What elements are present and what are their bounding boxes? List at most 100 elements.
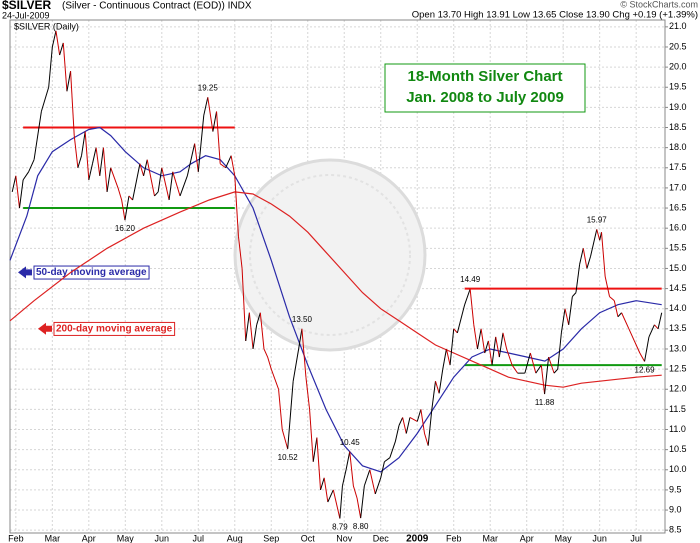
legend-arrow (18, 266, 32, 279)
price-segment (524, 352, 531, 374)
price-segment (102, 147, 108, 192)
y-tick-label: 16.0 (669, 223, 687, 233)
price-segment (157, 167, 163, 193)
price-segment (248, 312, 254, 350)
price-segment (575, 264, 581, 293)
price-segment (305, 377, 311, 410)
y-tick-label: 18.5 (669, 122, 687, 132)
price-segment (327, 489, 334, 503)
legend-label: 50-day moving average (36, 267, 147, 278)
price-segment (453, 328, 458, 334)
price-segment (339, 485, 343, 519)
price-segment (237, 236, 243, 269)
price-segment (278, 389, 283, 430)
x-tick-label: Oct (301, 533, 316, 543)
price-segment (194, 143, 199, 172)
price-segment (469, 288, 475, 325)
chart-title: Jan. 2008 to July 2009 (406, 89, 564, 106)
price-segment (263, 348, 269, 358)
x-tick-label: Jun (592, 533, 607, 543)
price-segment (420, 409, 426, 434)
price-segment (51, 30, 57, 48)
x-tick-label: Sep (263, 533, 279, 543)
legend-arrow (38, 322, 52, 335)
price-segment (59, 42, 64, 56)
x-tick-label: Feb (446, 533, 462, 543)
price-segment (110, 167, 119, 189)
price-segment (139, 163, 145, 176)
x-tick-label: Jun (155, 533, 170, 543)
description: (Silver - Continuous Contract (EOD)) IND… (62, 1, 252, 12)
price-segment (349, 451, 354, 486)
price-segment (438, 369, 444, 394)
price-segment (316, 437, 322, 490)
price-segment (582, 248, 588, 269)
price-segment (91, 147, 97, 164)
y-tick-label: 18.0 (669, 142, 687, 152)
price-segment (172, 171, 181, 197)
price-segment (380, 461, 385, 478)
price-segment (48, 46, 53, 88)
watermark (233, 158, 427, 352)
price-segment (409, 416, 418, 422)
price-segment (55, 30, 61, 56)
price-segment (15, 175, 20, 209)
price-segment (203, 97, 209, 116)
price-segment (431, 381, 436, 410)
price-segment (548, 356, 555, 374)
price-segment (445, 348, 451, 366)
price-segment (301, 328, 307, 378)
price-segment (84, 131, 90, 180)
price-segment (207, 97, 214, 132)
price-segment (186, 143, 196, 176)
price-segment (121, 199, 126, 221)
price-segment (28, 159, 35, 173)
symbol: $SILVER (2, 0, 51, 12)
price-segment (633, 340, 641, 354)
price-segment (568, 296, 573, 325)
legend-entry: 50-day moving average (18, 265, 150, 280)
y-tick-label: 17.5 (669, 162, 687, 172)
y-tick-label: 13.0 (669, 343, 687, 353)
price-segment (564, 308, 570, 325)
y-tick-label: 20.0 (669, 61, 687, 71)
y-tick-label: 11.0 (669, 424, 686, 434)
price-segment (124, 195, 130, 221)
price-segment (648, 324, 655, 338)
price-annotation: 8.80 (353, 522, 369, 531)
y-tick-label: 10.5 (669, 444, 687, 454)
price-annotation: 19.25 (198, 83, 219, 92)
price-segment (132, 163, 141, 201)
price-segment (70, 71, 75, 136)
price-segment (540, 365, 546, 395)
y-tick-label: 12.5 (669, 363, 687, 373)
x-tick-label: May (555, 533, 573, 543)
price-segment (529, 352, 537, 374)
source: © StockCharts.com (620, 0, 698, 9)
price-segment (535, 364, 542, 374)
price-segment (360, 485, 365, 519)
price-segment (398, 417, 404, 426)
y-tick-label: 9.5 (669, 484, 682, 494)
price-segment (596, 229, 601, 241)
price-segment (345, 451, 351, 470)
price-segment (154, 191, 159, 197)
price-annotation: 14.49 (460, 275, 481, 284)
price-segment (234, 175, 239, 237)
price-segment (389, 441, 396, 458)
quote: Open 13.70 High 13.91 Low 13.65 Close 13… (412, 10, 698, 21)
price-segment (394, 425, 400, 442)
price-annotation: 15.97 (587, 215, 608, 224)
legend-entry: 200-day moving average (38, 321, 176, 336)
price-segment (601, 232, 606, 277)
price-segment (480, 328, 486, 354)
price-segment (369, 469, 376, 495)
price-segment (212, 111, 218, 132)
coin (233, 158, 427, 352)
price-segment (341, 469, 347, 486)
price-segment (62, 42, 68, 92)
price-segment (66, 71, 72, 92)
y-tick-label: 13.5 (669, 323, 687, 333)
price-segment (332, 489, 341, 519)
